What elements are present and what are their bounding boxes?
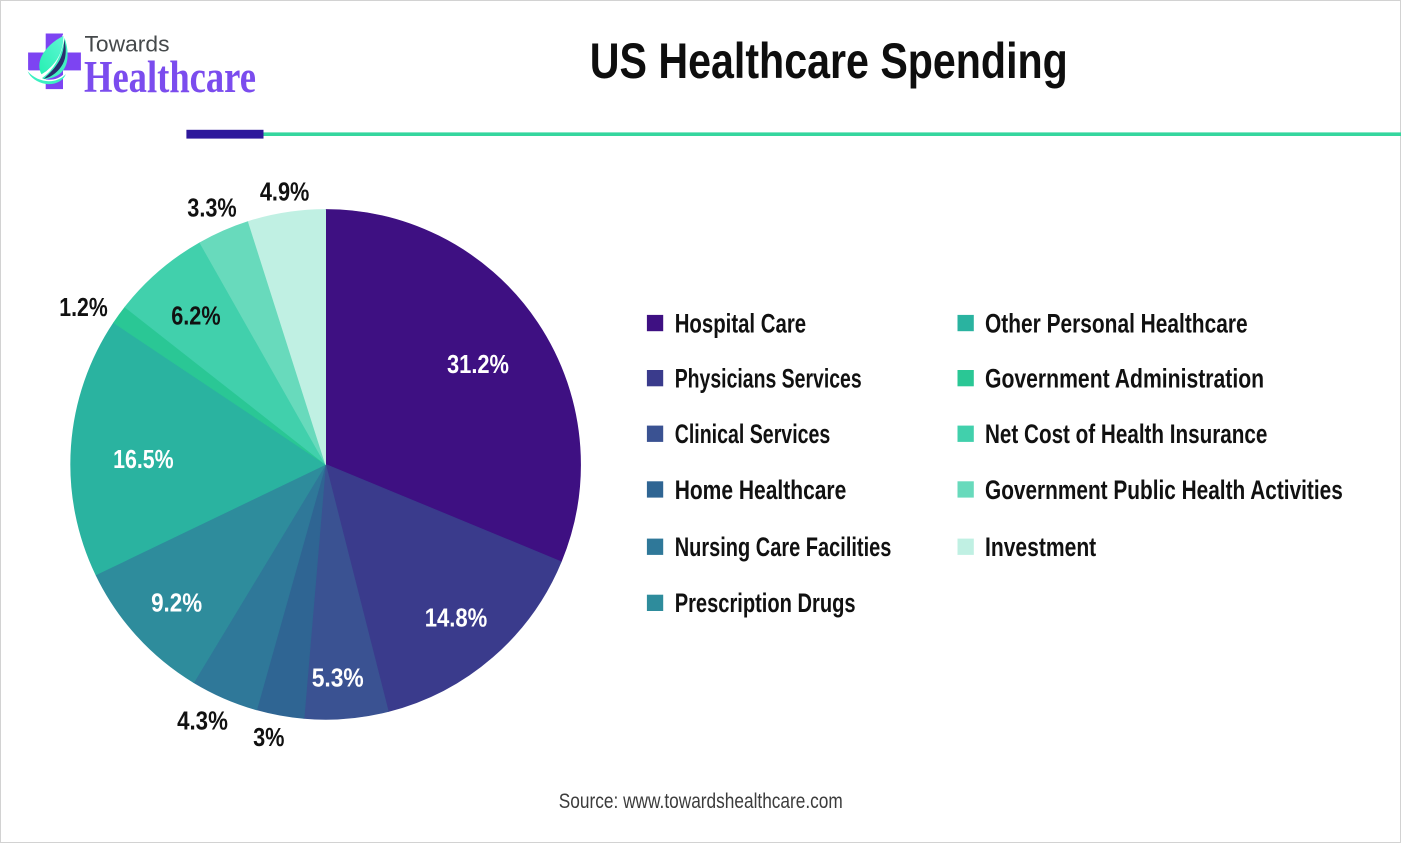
svg-text:Source: www.towardshealthcare.: Source: www.towardshealthcare.com <box>559 789 843 813</box>
svg-text:Prescription Drugs: Prescription Drugs <box>675 588 856 618</box>
svg-text:4.3%: 4.3% <box>177 707 228 735</box>
svg-text:Government Administration: Government Administration <box>985 364 1264 394</box>
svg-text:US Healthcare Spending: US Healthcare Spending <box>590 33 1068 89</box>
svg-text:16.5%: 16.5% <box>113 446 174 474</box>
svg-text:Home Healthcare: Home Healthcare <box>675 475 847 505</box>
svg-text:4.9%: 4.9% <box>260 179 310 207</box>
svg-text:31.2%: 31.2% <box>447 351 509 379</box>
svg-text:Hospital Care: Hospital Care <box>675 308 806 338</box>
svg-text:Physicians Services: Physicians Services <box>675 364 862 394</box>
svg-text:1.2%: 1.2% <box>59 294 107 322</box>
svg-text:6.2%: 6.2% <box>171 302 220 330</box>
svg-text:Investment: Investment <box>985 532 1096 562</box>
svg-text:3.3%: 3.3% <box>187 195 236 223</box>
svg-text:9.2%: 9.2% <box>151 590 202 618</box>
svg-text:3%: 3% <box>253 724 284 752</box>
svg-text:Nursing Care Facilities: Nursing Care Facilities <box>675 532 892 562</box>
svg-text:Healthcare: Healthcare <box>84 51 256 102</box>
svg-text:5.3%: 5.3% <box>312 665 364 693</box>
svg-text:Net Cost of Health Insurance: Net Cost of Health Insurance <box>985 419 1267 449</box>
svg-text:14.8%: 14.8% <box>425 605 488 633</box>
svg-text:Other Personal Healthcare: Other Personal Healthcare <box>985 308 1248 338</box>
svg-text:Towards: Towards <box>85 31 170 56</box>
svg-text:Clinical Services: Clinical Services <box>675 419 831 449</box>
svg-text:Government Public Health Activ: Government Public Health Activities <box>985 475 1343 505</box>
